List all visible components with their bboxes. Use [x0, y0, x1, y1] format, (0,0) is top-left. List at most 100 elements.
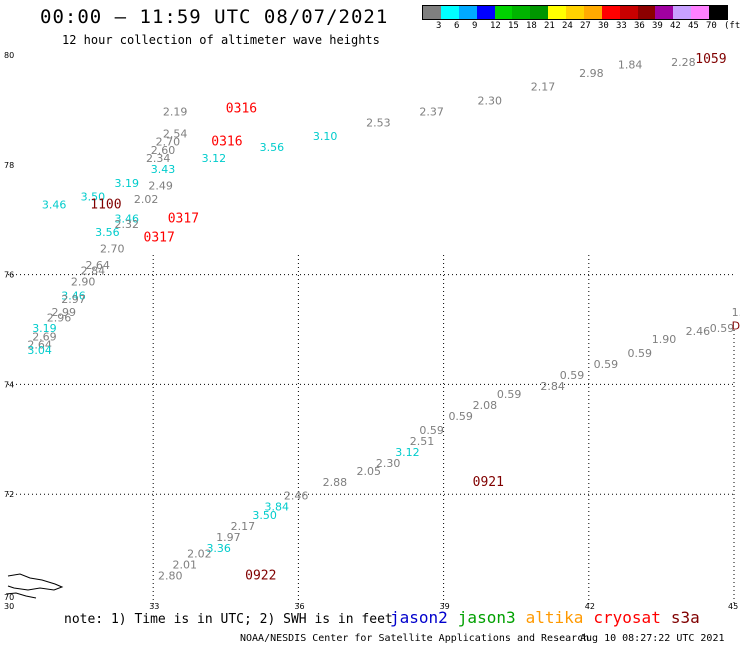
color-scale-label: (ft)	[724, 21, 740, 31]
wave-height-label: 2.64	[27, 339, 52, 352]
color-scale-label: 33	[616, 21, 627, 31]
credit-line: NOAA/NESDIS Center for Satellite Applica…	[240, 633, 590, 644]
wave-height-label: 0.59	[560, 369, 585, 382]
mission-legend-item: cryosat	[593, 608, 661, 627]
color-scale-label: 24	[562, 21, 573, 31]
color-scale-bar	[422, 5, 728, 20]
color-swatch	[512, 6, 531, 19]
color-scale-label: 27	[580, 21, 591, 31]
wave-height-label: 3.12	[395, 446, 420, 459]
wave-height-label: 2.08	[473, 399, 498, 412]
footnote: note: 1) Time is in UTC; 2) SWH is in fe…	[64, 612, 393, 627]
lon-tick-label: 30	[4, 602, 14, 611]
wave-height-label: 3.46	[42, 199, 67, 212]
color-swatch	[655, 6, 674, 19]
wave-height-label: 2.49	[148, 180, 173, 193]
wave-height-label: 2.99	[52, 306, 76, 319]
wave-height-label: 2.17	[231, 520, 256, 533]
wave-height-label: 1.97	[216, 531, 241, 544]
wave-height-label: 2.70	[100, 243, 125, 256]
chart-title: 00:00 – 11:59 UTC 08/07/2021	[40, 6, 389, 28]
wave-height-label: 2.32	[114, 218, 139, 231]
wave-height-label: 3.19	[32, 322, 57, 335]
chart-subtitle: 12 hour collection of altimeter wave hei…	[62, 33, 380, 47]
wave-height-label: 2.90	[71, 276, 96, 289]
wave-height-label: 3.46	[114, 212, 139, 225]
wave-height-label: 2.19	[163, 105, 188, 118]
color-scale-label: 42	[670, 21, 681, 31]
color-scale-label: 21	[544, 21, 555, 31]
wave-height-label: 3.04	[27, 344, 52, 357]
mission-legend-item: altika	[525, 608, 584, 627]
color-scale-label: 70	[706, 21, 717, 31]
lat-tick-label: 72	[4, 490, 14, 499]
color-scale-label: 18	[526, 21, 537, 31]
color-swatch	[494, 6, 513, 19]
wave-height-label: 2.98	[579, 67, 604, 80]
lon-tick-label: 42	[585, 602, 595, 611]
wave-height-label: 2.01	[173, 558, 198, 571]
wave-height-label: 3.46	[61, 289, 86, 302]
color-swatch	[530, 6, 549, 19]
wave-height-label: 2.97	[61, 293, 86, 306]
wave-height-label: 3.10	[313, 130, 338, 143]
wave-height-label: 2.70	[156, 136, 181, 149]
wave-height-label: 2.64	[85, 259, 110, 272]
wave-height-label: 0.59	[419, 424, 444, 437]
wave-height-label: 2.69	[32, 330, 57, 343]
wave-height-label: 2.05	[356, 465, 381, 478]
coastline	[5, 573, 64, 599]
edge-label: 1.3	[732, 306, 740, 319]
lat-tick-label: 74	[4, 380, 14, 389]
pass-time-label: 0317	[168, 211, 199, 226]
wave-height-label: 0.59	[710, 322, 735, 335]
generated-timestamp: Aug 10 08:27:22 UTC 2021	[580, 633, 725, 644]
color-swatch	[583, 6, 602, 19]
wave-height-label: 2.84	[540, 380, 565, 393]
pass-time-label: 0317	[144, 231, 175, 246]
color-scale-label: 36	[634, 21, 645, 31]
wave-height-label: 2.60	[151, 144, 176, 157]
wave-height-label: 2.28	[671, 56, 696, 69]
color-scale-label: 15	[508, 21, 519, 31]
pass-time-label: 0922	[245, 568, 276, 583]
wave-height-label: 2.96	[47, 311, 72, 324]
wave-height-label: 3.50	[81, 190, 106, 203]
lon-tick-label: 45	[728, 602, 738, 611]
pass-time-label: 0921	[473, 475, 504, 490]
color-swatch	[709, 6, 727, 19]
color-swatch	[619, 6, 638, 19]
wave-height-label: 0.59	[497, 388, 521, 401]
wave-height-label: 3.19	[114, 177, 139, 190]
edge-labels: 1.3D	[732, 306, 740, 333]
wave-height-label: 2.53	[366, 116, 391, 129]
axis-tick-labels: 30 33 36 39 42 45 70 72 74 76 78 80	[4, 51, 738, 611]
wave-height-label: 2.02	[187, 547, 212, 560]
color-swatch	[458, 6, 477, 19]
wave-height-label: 1.84	[618, 59, 643, 72]
wave-height-label: 2.46	[284, 490, 309, 503]
lat-tick-label: 80	[4, 51, 14, 60]
wave-height-label: 3.50	[252, 509, 276, 522]
color-scale-label: 45	[688, 21, 699, 31]
wave-height-label: 2.37	[419, 105, 444, 118]
wave-height-label: 0.59	[594, 358, 619, 371]
wave-height-label: 2.51	[410, 435, 435, 448]
pass-time-label: 1059	[695, 52, 726, 67]
wave-height-label: 3.43	[151, 163, 176, 176]
lon-tick-label: 39	[440, 602, 450, 611]
wave-height-label: 2.80	[158, 569, 183, 582]
color-swatch	[423, 6, 441, 19]
color-scale-label: 6	[454, 21, 460, 31]
lat-tick-label: 76	[4, 271, 14, 280]
color-swatch	[637, 6, 656, 19]
wave-height-label: 3.56	[95, 226, 120, 239]
lon-tick-label: 33	[149, 602, 159, 611]
wave-height-label: 3.84	[265, 501, 290, 514]
wave-height-label: 3.12	[202, 152, 227, 165]
wave-height-label: 0.59	[628, 347, 653, 360]
color-scale-label: 30	[598, 21, 609, 31]
wave-height-label: 3.56	[260, 141, 285, 154]
